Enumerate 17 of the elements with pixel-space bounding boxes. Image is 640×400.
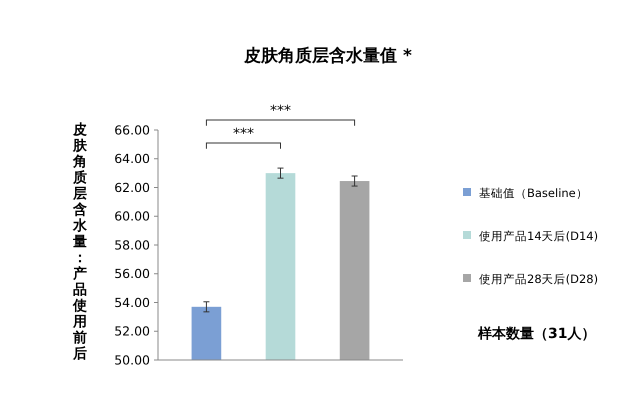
y-tick-label: 58.00 xyxy=(114,237,150,252)
text: *** xyxy=(270,102,291,119)
y-tick-label: 50.00 xyxy=(114,352,150,368)
y-tick-label: 54.00 xyxy=(114,294,150,310)
chart-title: 皮肤角质层含水量值 * xyxy=(243,46,412,66)
text: 样本数量（31人） xyxy=(477,326,596,342)
y-tick-label: 56.00 xyxy=(114,266,150,282)
legend-label: 使用产品28天后(D28) xyxy=(479,272,598,286)
legend-label: 使用产品14天后(D14) xyxy=(479,229,598,244)
text: 皮肤角质层含水量：产品使用前后 xyxy=(73,122,87,362)
annotation: *** xyxy=(232,126,254,142)
y-tick-label: 62.00 xyxy=(114,180,150,195)
y-tick-label: 66.00 xyxy=(114,122,150,138)
y-tick-label: 52.00 xyxy=(114,324,150,339)
y-tick-label: 64.00 xyxy=(114,151,150,166)
legend-label: 基础值（Baseline） xyxy=(479,186,588,200)
y-tick-label: 60.00 xyxy=(114,208,150,224)
